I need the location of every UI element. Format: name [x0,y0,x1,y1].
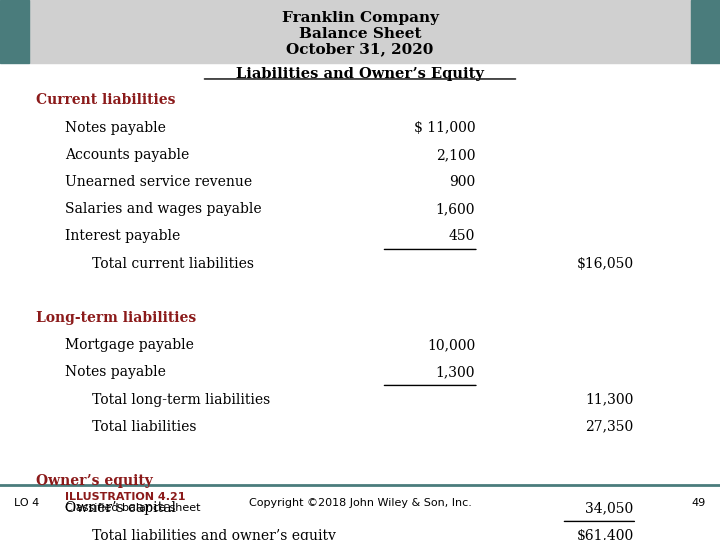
Text: Mortgage payable: Mortgage payable [65,338,194,352]
Text: ILLUSTRATION 4.21: ILLUSTRATION 4.21 [65,492,185,502]
Text: Salaries and wages payable: Salaries and wages payable [65,202,261,216]
Text: Interest payable: Interest payable [65,230,180,244]
Text: 1,600: 1,600 [436,202,475,216]
Text: Copyright ©2018 John Wiley & Son, Inc.: Copyright ©2018 John Wiley & Son, Inc. [248,498,472,508]
Text: Liabilities and Owner’s Equity: Liabilities and Owner’s Equity [236,68,484,81]
Text: LO 4: LO 4 [14,498,40,508]
Text: 27,350: 27,350 [585,420,634,434]
Bar [29,0,691,63]
Text: Notes payable: Notes payable [65,120,166,134]
Text: Franklin Company: Franklin Company [282,11,438,25]
Text: Total liabilities: Total liabilities [79,420,197,434]
Text: $61,400: $61,400 [576,529,634,540]
Text: Total liabilities and owner’s equity: Total liabilities and owner’s equity [79,529,336,540]
Text: 450: 450 [449,230,475,244]
Bar [0,0,29,63]
Text: 900: 900 [449,175,475,189]
Text: Owner’s equity: Owner’s equity [36,474,153,488]
Text: 2,100: 2,100 [436,148,475,162]
Text: $16,050: $16,050 [577,256,634,271]
Text: October 31, 2020: October 31, 2020 [287,43,433,57]
Text: 49: 49 [691,498,706,508]
Text: 34,050: 34,050 [585,501,634,515]
Text: 1,300: 1,300 [436,366,475,380]
Text: Unearned service revenue: Unearned service revenue [65,175,252,189]
Text: Balance Sheet: Balance Sheet [299,27,421,41]
Text: 10,000: 10,000 [427,338,475,352]
Text: Total current liabilities: Total current liabilities [79,256,254,271]
Text: $ 11,000: $ 11,000 [413,120,475,134]
Text: Total long-term liabilities: Total long-term liabilities [79,393,271,407]
Text: Notes payable: Notes payable [65,366,166,380]
Text: Current liabilities: Current liabilities [36,93,176,107]
Text: 11,300: 11,300 [585,393,634,407]
Text: Long-term liabilities: Long-term liabilities [36,311,197,325]
Text: Owner’s capital: Owner’s capital [65,501,176,515]
Bar [691,0,720,63]
Text: Classified balance sheet: Classified balance sheet [65,503,200,514]
Text: Accounts payable: Accounts payable [65,148,189,162]
